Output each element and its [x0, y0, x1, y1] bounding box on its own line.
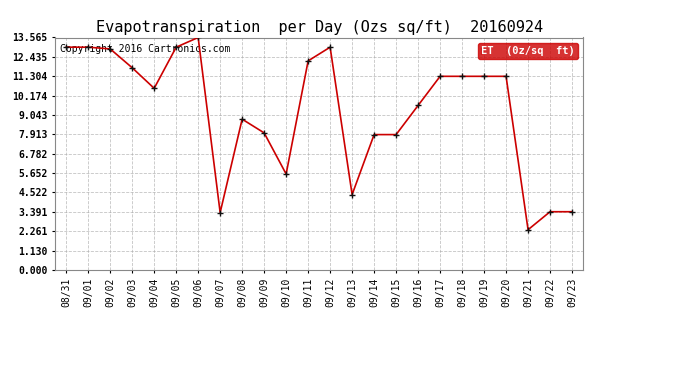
Text: Copyright 2016 Cartronics.com: Copyright 2016 Cartronics.com	[61, 45, 231, 54]
Legend: ET  (0z/sq  ft): ET (0z/sq ft)	[478, 43, 578, 59]
Title: Evapotranspiration  per Day (Ozs sq/ft)  20160924: Evapotranspiration per Day (Ozs sq/ft) 2…	[95, 20, 543, 35]
